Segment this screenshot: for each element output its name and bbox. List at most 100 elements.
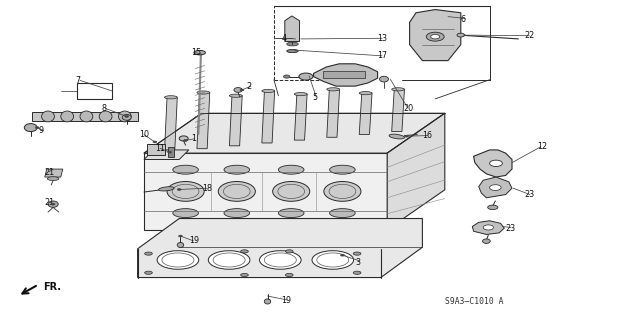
Ellipse shape (440, 15, 447, 20)
Ellipse shape (229, 94, 242, 97)
Text: 21: 21 (45, 168, 55, 177)
Ellipse shape (48, 201, 58, 207)
Ellipse shape (299, 73, 313, 80)
Ellipse shape (483, 225, 493, 230)
Polygon shape (474, 150, 512, 177)
Ellipse shape (167, 182, 204, 201)
Ellipse shape (194, 50, 205, 55)
Ellipse shape (294, 93, 307, 96)
Ellipse shape (42, 111, 54, 122)
Ellipse shape (153, 141, 157, 143)
Text: 2: 2 (246, 82, 252, 91)
Ellipse shape (380, 76, 388, 82)
Text: 15: 15 (191, 48, 201, 57)
Text: 19: 19 (189, 236, 199, 245)
Ellipse shape (273, 182, 310, 201)
Ellipse shape (179, 136, 188, 141)
Ellipse shape (260, 251, 301, 269)
Text: 18: 18 (202, 184, 212, 193)
Text: 16: 16 (422, 131, 433, 140)
Polygon shape (285, 16, 300, 41)
Ellipse shape (118, 111, 131, 122)
Text: 1: 1 (191, 134, 196, 143)
Text: 5: 5 (312, 93, 317, 102)
Ellipse shape (184, 139, 188, 141)
Ellipse shape (173, 165, 198, 174)
Ellipse shape (330, 209, 355, 218)
Polygon shape (387, 113, 445, 230)
Polygon shape (45, 169, 63, 177)
Text: 21: 21 (45, 198, 55, 207)
Polygon shape (294, 94, 307, 140)
Ellipse shape (359, 92, 372, 95)
Ellipse shape (47, 177, 59, 181)
Text: 17: 17 (378, 51, 388, 60)
Ellipse shape (24, 123, 37, 132)
Text: 8: 8 (101, 104, 106, 113)
Ellipse shape (241, 250, 248, 253)
Text: 10: 10 (140, 130, 150, 139)
Ellipse shape (240, 89, 244, 91)
Ellipse shape (145, 252, 152, 255)
Ellipse shape (51, 203, 55, 205)
Polygon shape (229, 96, 242, 146)
Ellipse shape (404, 135, 408, 137)
Ellipse shape (264, 299, 271, 304)
Ellipse shape (278, 165, 304, 174)
Ellipse shape (234, 87, 243, 93)
Text: 9: 9 (38, 126, 44, 135)
Ellipse shape (35, 127, 39, 129)
Text: 6: 6 (461, 15, 466, 24)
Ellipse shape (287, 49, 298, 53)
Text: S9A3–C1010 A: S9A3–C1010 A (445, 297, 503, 306)
Ellipse shape (197, 91, 210, 94)
Ellipse shape (324, 182, 361, 201)
Ellipse shape (157, 251, 199, 269)
Ellipse shape (177, 242, 184, 248)
Ellipse shape (431, 34, 440, 39)
Polygon shape (262, 91, 275, 143)
Ellipse shape (285, 273, 293, 277)
Ellipse shape (330, 165, 355, 174)
Text: 23: 23 (525, 190, 535, 199)
Ellipse shape (389, 134, 404, 139)
Polygon shape (138, 219, 422, 278)
Text: 23: 23 (506, 224, 516, 233)
Ellipse shape (353, 271, 361, 274)
Polygon shape (479, 177, 512, 198)
Text: 11: 11 (156, 144, 166, 153)
Ellipse shape (285, 250, 293, 253)
Text: 12: 12 (538, 142, 548, 151)
Ellipse shape (312, 251, 354, 269)
Ellipse shape (483, 239, 490, 243)
Polygon shape (359, 93, 372, 134)
Polygon shape (168, 147, 174, 157)
Ellipse shape (99, 111, 112, 122)
Ellipse shape (179, 235, 182, 237)
Polygon shape (32, 112, 138, 121)
Ellipse shape (426, 32, 444, 41)
Polygon shape (144, 153, 387, 230)
Ellipse shape (61, 111, 74, 122)
Ellipse shape (145, 271, 152, 274)
Text: 22: 22 (525, 31, 535, 40)
Polygon shape (164, 97, 177, 152)
Ellipse shape (80, 111, 93, 122)
Ellipse shape (173, 209, 198, 218)
Polygon shape (472, 221, 504, 234)
Polygon shape (147, 144, 165, 155)
Text: 20: 20 (403, 104, 413, 113)
Ellipse shape (488, 205, 498, 210)
Polygon shape (410, 10, 461, 61)
Text: 13: 13 (378, 34, 388, 43)
Ellipse shape (392, 88, 404, 91)
Ellipse shape (457, 33, 465, 37)
Polygon shape (197, 93, 210, 149)
Ellipse shape (177, 189, 181, 190)
Text: 3: 3 (355, 258, 360, 267)
Text: FR.: FR. (44, 282, 61, 292)
Ellipse shape (340, 254, 344, 256)
Polygon shape (392, 89, 404, 132)
Ellipse shape (159, 187, 174, 191)
Ellipse shape (209, 251, 250, 269)
